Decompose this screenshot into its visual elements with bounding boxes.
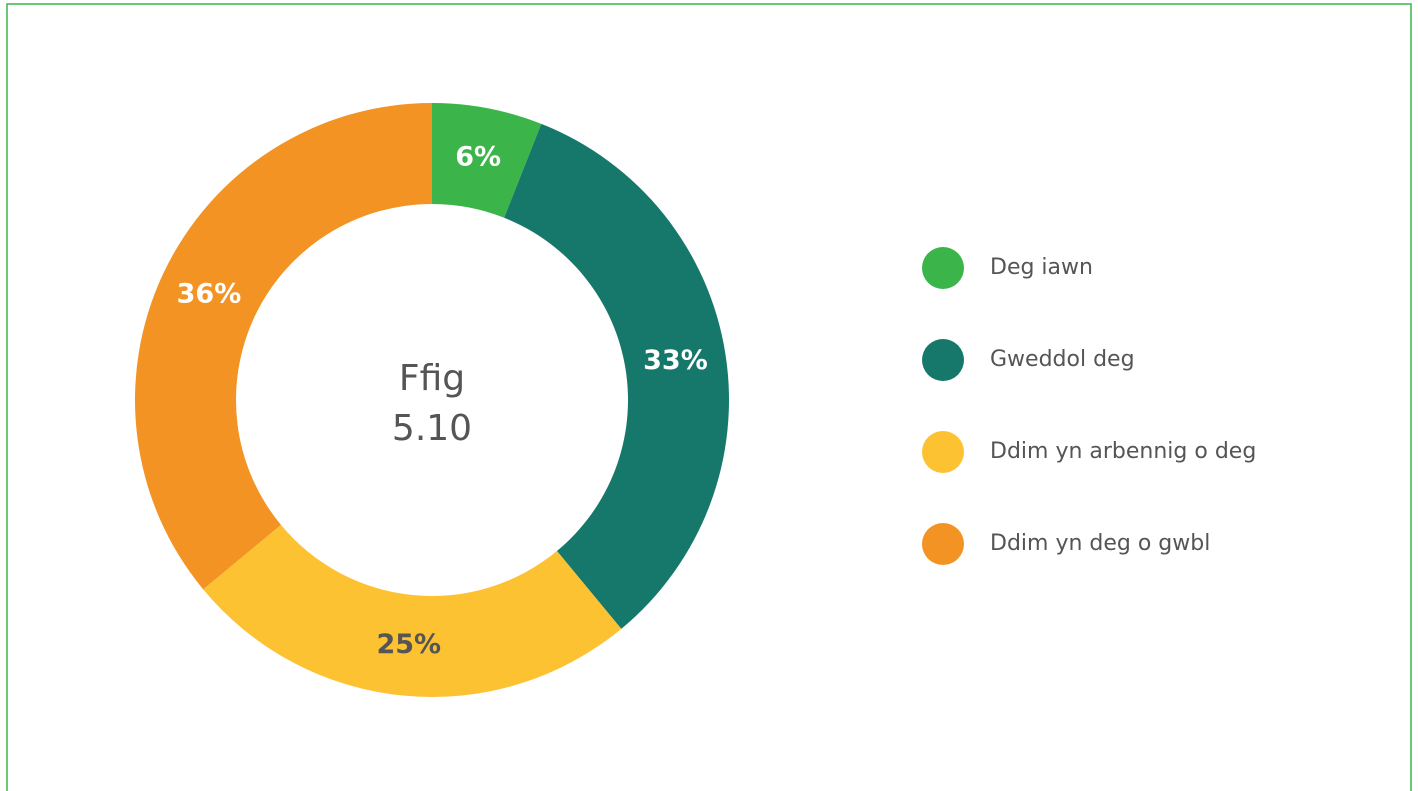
legend-label: Gweddol deg bbox=[990, 347, 1135, 372]
donut-segment bbox=[504, 123, 729, 629]
frame bbox=[6, 3, 1412, 791]
donut-segment bbox=[432, 103, 542, 218]
value-label: 36% bbox=[177, 279, 242, 310]
value-label: 6% bbox=[455, 141, 501, 172]
center-label: Ffig bbox=[399, 358, 465, 399]
legend-swatch bbox=[922, 431, 964, 473]
legend-label: Ddim yn deg o gwbl bbox=[990, 531, 1210, 556]
donut-segment bbox=[134, 103, 432, 590]
legend-swatch bbox=[922, 247, 964, 289]
legend-label: Ddim yn arbennig o deg bbox=[990, 439, 1256, 464]
legend-swatch bbox=[922, 523, 964, 565]
legend-label: Deg iawn bbox=[990, 255, 1093, 280]
value-label: 33% bbox=[643, 345, 708, 376]
center-label: 5.10 bbox=[392, 408, 472, 449]
donut-segment bbox=[203, 524, 622, 697]
value-label: 25% bbox=[376, 629, 441, 660]
legend-swatch bbox=[922, 339, 964, 381]
